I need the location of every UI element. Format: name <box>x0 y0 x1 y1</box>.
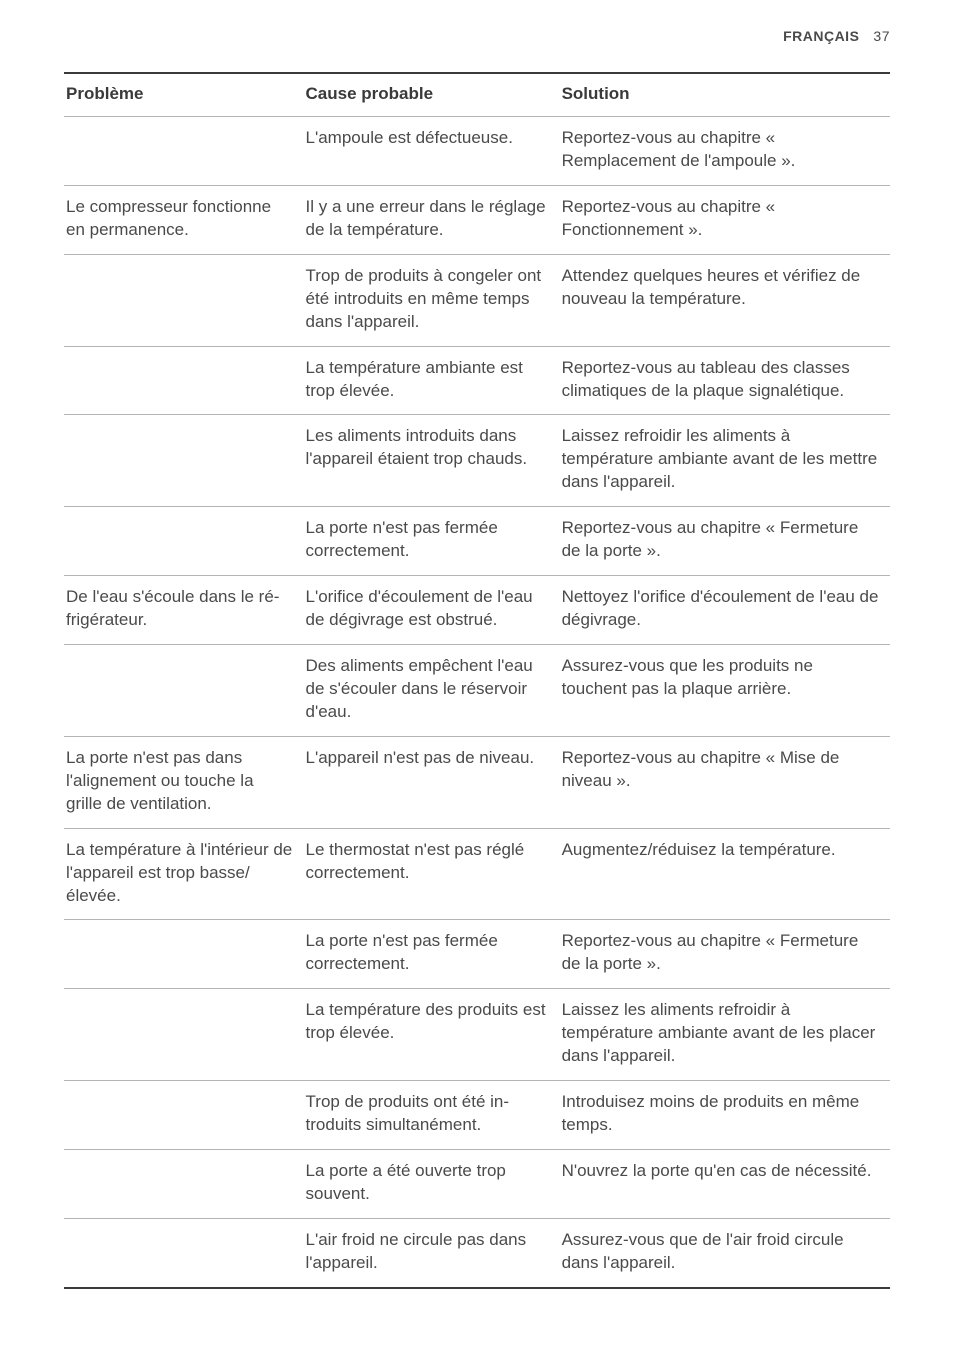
table-row: Les aliments introduits dans l'appareil … <box>64 415 890 507</box>
page-number: 37 <box>873 28 890 44</box>
table-row: La température ambiante est trop élevée.… <box>64 346 890 415</box>
cell-cause: L'air froid ne circule pas dans l'appare… <box>304 1218 560 1287</box>
table-row: La porte n'est pas fermée correctement.R… <box>64 507 890 576</box>
language-label: FRANÇAIS <box>783 28 859 44</box>
cell-problem <box>64 1218 304 1287</box>
table-row: La porte a été ouverte trop souvent.N'ou… <box>64 1150 890 1219</box>
table-row: Des aliments empêchent l'eau de s'écoule… <box>64 645 890 737</box>
cell-problem <box>64 507 304 576</box>
col-header-solution: Solution <box>560 73 890 117</box>
cell-problem <box>64 1150 304 1219</box>
cell-solution: Reportez-vous au tableau des classes cli… <box>560 346 890 415</box>
cell-problem: De l'eau s'écoule dans le ré­frigérateur… <box>64 576 304 645</box>
cell-solution: Assurez-vous que de l'air froid circule … <box>560 1218 890 1287</box>
cell-cause: La porte n'est pas fermée correctement. <box>304 507 560 576</box>
table-row: L'air froid ne circule pas dans l'appare… <box>64 1218 890 1287</box>
cell-problem <box>64 117 304 186</box>
table-row: La porte n'est pas dans l'alignement ou … <box>64 736 890 828</box>
table-row: Trop de produits ont été in­troduits sim… <box>64 1081 890 1150</box>
cell-solution: Assurez-vous que les pro­duits ne touche… <box>560 645 890 737</box>
cell-problem <box>64 346 304 415</box>
table-row: La température des produits est trop éle… <box>64 989 890 1081</box>
cell-cause: La température ambiante est trop élevée. <box>304 346 560 415</box>
cell-solution: Nettoyez l'orifice d'écoule­ment de l'ea… <box>560 576 890 645</box>
cell-solution: Laissez les aliments refroidir à tempéra… <box>560 989 890 1081</box>
table-row: La porte n'est pas fermée correctement.R… <box>64 920 890 989</box>
cell-solution: Attendez quelques heures et vérifiez de … <box>560 254 890 346</box>
cell-cause: L'appareil n'est pas de ni­veau. <box>304 736 560 828</box>
cell-solution: Reportez-vous au chapitre « Fermeture de… <box>560 920 890 989</box>
cell-cause: La porte a été ouverte trop souvent. <box>304 1150 560 1219</box>
cell-problem: Le compresseur fonctionne en permanence. <box>64 185 304 254</box>
cell-cause: La température des produits est trop éle… <box>304 989 560 1081</box>
cell-problem <box>64 1081 304 1150</box>
cell-problem <box>64 254 304 346</box>
cell-solution: N'ouvrez la porte qu'en cas de nécessité… <box>560 1150 890 1219</box>
cell-problem <box>64 415 304 507</box>
cell-solution: Introduisez moins de pro­duits en même t… <box>560 1081 890 1150</box>
table-row: Trop de produits à congeler ont été intr… <box>64 254 890 346</box>
cell-cause: L'ampoule est défectueuse. <box>304 117 560 186</box>
table-row: La température à l'intérieur de l'appare… <box>64 828 890 920</box>
cell-solution: Reportez-vous au chapitre « Remplacement… <box>560 117 890 186</box>
cell-cause: Il y a une erreur dans le rég­lage de la… <box>304 185 560 254</box>
table-body: L'ampoule est défectueuse.Reportez-vous … <box>64 117 890 1288</box>
cell-cause: L'orifice d'écoulement de l'eau de dégiv… <box>304 576 560 645</box>
cell-cause: La porte n'est pas fermée correctement. <box>304 920 560 989</box>
running-head: FRANÇAIS 37 <box>64 28 890 44</box>
cell-problem <box>64 920 304 989</box>
cell-problem: La porte n'est pas dans l'alignement ou … <box>64 736 304 828</box>
table-header-row: Problème Cause probable Solution <box>64 73 890 117</box>
cell-solution: Augmentez/réduisez la tem­pérature. <box>560 828 890 920</box>
cell-problem: La température à l'intérieur de l'appare… <box>64 828 304 920</box>
cell-problem <box>64 645 304 737</box>
cell-solution: Reportez-vous au chapitre « Mise de nive… <box>560 736 890 828</box>
col-header-cause: Cause probable <box>304 73 560 117</box>
cell-cause: Trop de produits à congeler ont été intr… <box>304 254 560 346</box>
page: FRANÇAIS 37 Problème Cause probable Solut… <box>0 0 954 1354</box>
cell-cause: Les aliments introduits dans l'appareil … <box>304 415 560 507</box>
table-row: De l'eau s'écoule dans le ré­frigérateur… <box>64 576 890 645</box>
col-header-problem: Problème <box>64 73 304 117</box>
cell-solution: Reportez-vous au chapitre « Fermeture de… <box>560 507 890 576</box>
cell-problem <box>64 989 304 1081</box>
troubleshooting-table: Problème Cause probable Solution L'ampou… <box>64 72 890 1289</box>
cell-cause: Des aliments empêchent l'eau de s'écoule… <box>304 645 560 737</box>
cell-cause: Le thermostat n'est pas ré­glé correctem… <box>304 828 560 920</box>
table-row: L'ampoule est défectueuse.Reportez-vous … <box>64 117 890 186</box>
cell-cause: Trop de produits ont été in­troduits sim… <box>304 1081 560 1150</box>
cell-solution: Laissez refroidir les aliments à tempéra… <box>560 415 890 507</box>
cell-solution: Reportez-vous au chapitre « Fonctionneme… <box>560 185 890 254</box>
table-row: Le compresseur fonctionne en permanence.… <box>64 185 890 254</box>
